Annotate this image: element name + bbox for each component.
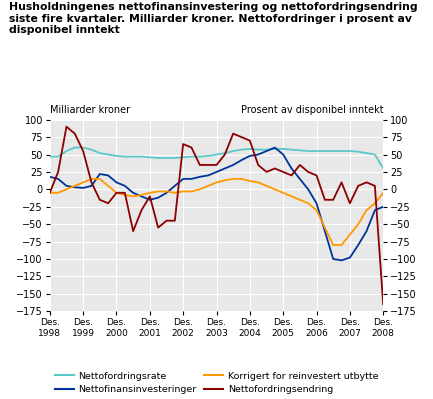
Text: Husholdningenes nettofinansinvestering og nettofordringsendring
siste fire kvart: Husholdningenes nettofinansinvestering o… <box>9 2 417 35</box>
Text: Milliarder kroner: Milliarder kroner <box>50 105 130 115</box>
Text: Prosent av disponibel inntekt: Prosent av disponibel inntekt <box>241 105 383 115</box>
Legend: Nettofordringsrate, Nettofinansinvesteringer, Korrigert for reinvestert utbytte,: Nettofordringsrate, Nettofinansinvesteri… <box>55 371 378 394</box>
